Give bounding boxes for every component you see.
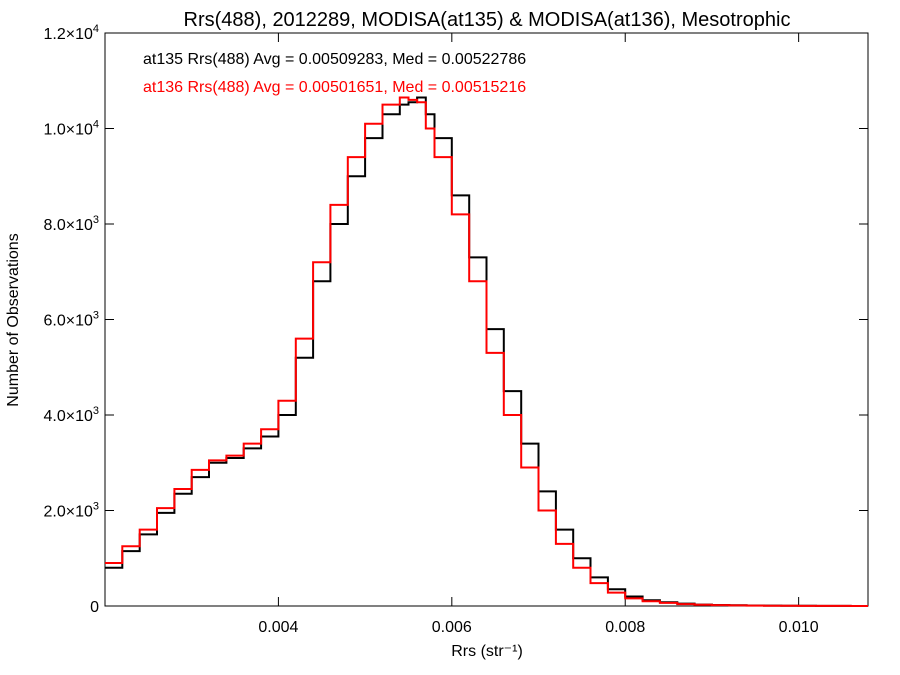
x-tick-label: 0.006 <box>432 619 472 636</box>
x-tick-label: 0.008 <box>605 619 645 636</box>
chart-title: Rrs(488), 2012289, MODISA(at135) & MODIS… <box>184 9 791 31</box>
annotation-at135: at135 Rrs(488) Avg = 0.00509283, Med = 0… <box>143 51 526 68</box>
y-tick-label: 8.0×103 <box>43 214 99 234</box>
y-tick-label: 6.0×103 <box>43 310 99 330</box>
x-axis-label: Rrs (str⁻¹) <box>451 643 523 660</box>
annotation-at136: at136 Rrs(488) Avg = 0.00501651, Med = 0… <box>143 79 526 96</box>
y-tick-label: 1.0×104 <box>43 119 99 139</box>
y-tick-label: 0 <box>90 599 99 616</box>
y-tick-label: 1.2×104 <box>43 23 99 43</box>
y-tick-label: 2.0×103 <box>43 501 99 521</box>
y-axis-label: Number of Observations <box>5 233 22 406</box>
y-tick-label: 4.0×103 <box>43 405 99 425</box>
x-tick-label: 0.010 <box>779 619 819 636</box>
plot-area: 0.004 0.006 0.008 0.010 0 2.0×103 4.0×103 6.0×1… <box>43 23 869 636</box>
x-tick-label: 0.004 <box>258 619 298 636</box>
series-at136-line <box>105 96 868 607</box>
